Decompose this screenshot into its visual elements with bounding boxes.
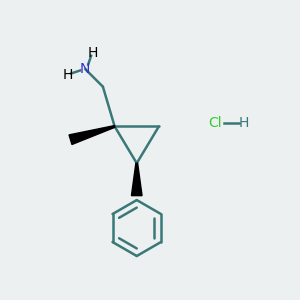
Text: H: H [87,46,98,60]
Polygon shape [69,126,115,145]
Text: H: H [239,116,249,130]
Text: N: N [80,62,90,76]
Polygon shape [131,163,142,196]
Text: H: H [62,68,73,82]
Text: Cl: Cl [208,116,222,130]
